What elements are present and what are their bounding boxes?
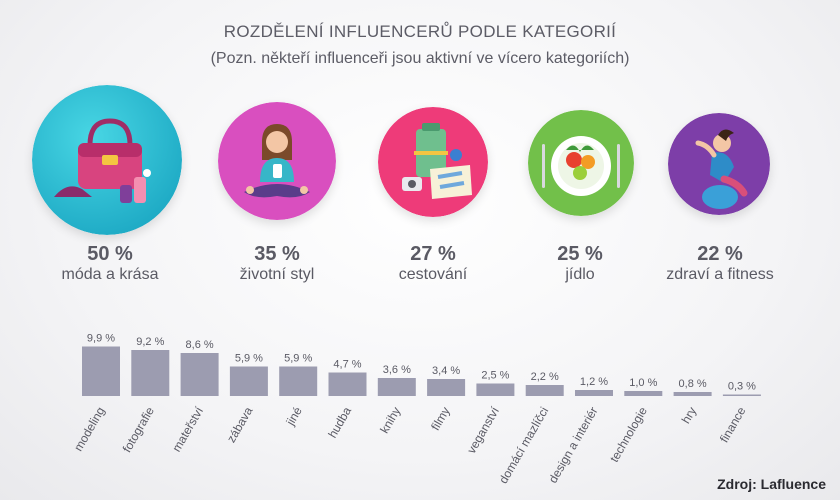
bar-category-label: domácí mazlíčci bbox=[496, 405, 551, 487]
bar-finance bbox=[722, 394, 761, 396]
bar-filmy bbox=[427, 379, 466, 396]
bar-value-label: 5,9 % bbox=[284, 353, 312, 365]
bar-domácí-mazlíčci bbox=[525, 385, 564, 396]
chart-subtitle: (Pozn. někteří influenceři jsou aktivní … bbox=[210, 50, 630, 67]
handbag-icon bbox=[32, 85, 182, 235]
bar-mateřství bbox=[180, 353, 219, 396]
travel-icon bbox=[378, 107, 488, 217]
top-category-label-fitness: zdraví a fitness bbox=[666, 266, 774, 283]
bar-category-label: design a interiér bbox=[546, 405, 601, 486]
bar-design-a-interiér bbox=[575, 390, 613, 396]
bar-value-label: 9,9 % bbox=[87, 333, 115, 345]
bar-category-label: modeling bbox=[71, 405, 107, 454]
bar-category-label: jiné bbox=[283, 404, 305, 428]
bar-category-label: finance bbox=[717, 404, 749, 445]
bar-category-label: zábava bbox=[224, 404, 256, 445]
food-plate-icon bbox=[528, 110, 634, 216]
bar-value-label: 3,6 % bbox=[383, 364, 411, 376]
bar-value-label: 1,0 % bbox=[629, 377, 657, 389]
bar-category-label: fotografie bbox=[120, 404, 157, 455]
bar-veganství bbox=[476, 383, 515, 396]
category-circle-zivotni-styl bbox=[218, 102, 336, 220]
top-category-label-moda: móda a krása bbox=[61, 266, 159, 283]
fitness-icon bbox=[668, 113, 770, 215]
bar-value-label: 8,6 % bbox=[186, 339, 214, 351]
bar-hry bbox=[673, 392, 712, 396]
bar-zábava bbox=[229, 366, 268, 396]
bar-category-label: veganství bbox=[464, 404, 502, 456]
bar-value-label: 9,2 % bbox=[136, 336, 164, 348]
top-category-value-jidlo: 25 % bbox=[557, 243, 603, 265]
bar-value-label: 2,2 % bbox=[531, 371, 559, 383]
top-category-value-zivotni-styl: 35 % bbox=[254, 243, 300, 265]
top-category-value-cestovani: 27 % bbox=[410, 243, 456, 265]
category-circle-cestovani bbox=[378, 107, 488, 217]
chart-title: ROZDĚLENÍ INFLUENCERŮ PODLE KATEGORIÍ bbox=[223, 22, 617, 41]
category-circle-fitness bbox=[668, 113, 770, 215]
bar-category-label: filmy bbox=[428, 405, 452, 433]
bar-value-label: 4,7 % bbox=[333, 359, 361, 371]
bar-jiné bbox=[279, 366, 318, 396]
bar-hudba bbox=[328, 372, 367, 396]
bar-modeling bbox=[82, 346, 120, 396]
category-circle-moda bbox=[32, 85, 182, 235]
person-phone-icon bbox=[218, 102, 336, 220]
bar-category-label: technologie bbox=[607, 404, 650, 464]
bar-category-label: mateřství bbox=[169, 404, 206, 454]
bar-technologie bbox=[624, 391, 663, 396]
bar-category-label: hry bbox=[679, 405, 699, 426]
bar-category-label: knihy bbox=[377, 405, 403, 436]
top-category-value-fitness: 22 % bbox=[697, 243, 743, 265]
category-circle-jidlo bbox=[528, 110, 634, 216]
bar-value-label: 0,8 % bbox=[679, 378, 707, 390]
bar-value-label: 3,4 % bbox=[432, 365, 460, 377]
bar-value-label: 0,3 % bbox=[728, 381, 756, 393]
top-category-value-moda: 50 % bbox=[87, 243, 133, 265]
bar-value-label: 5,9 % bbox=[235, 353, 263, 365]
top-category-label-zivotni-styl: životní styl bbox=[239, 266, 315, 283]
source-note: Zdroj: Lafluence bbox=[717, 476, 826, 492]
bar-value-label: 2,5 % bbox=[481, 370, 509, 382]
bar-category-label: hudba bbox=[325, 404, 354, 440]
bar-fotografie bbox=[131, 350, 170, 396]
bar-knihy bbox=[377, 378, 416, 396]
top-category-label-jidlo: jídlo bbox=[565, 266, 595, 283]
top-category-label-cestovani: cestování bbox=[398, 266, 468, 283]
bar-value-label: 1,2 % bbox=[580, 376, 608, 388]
